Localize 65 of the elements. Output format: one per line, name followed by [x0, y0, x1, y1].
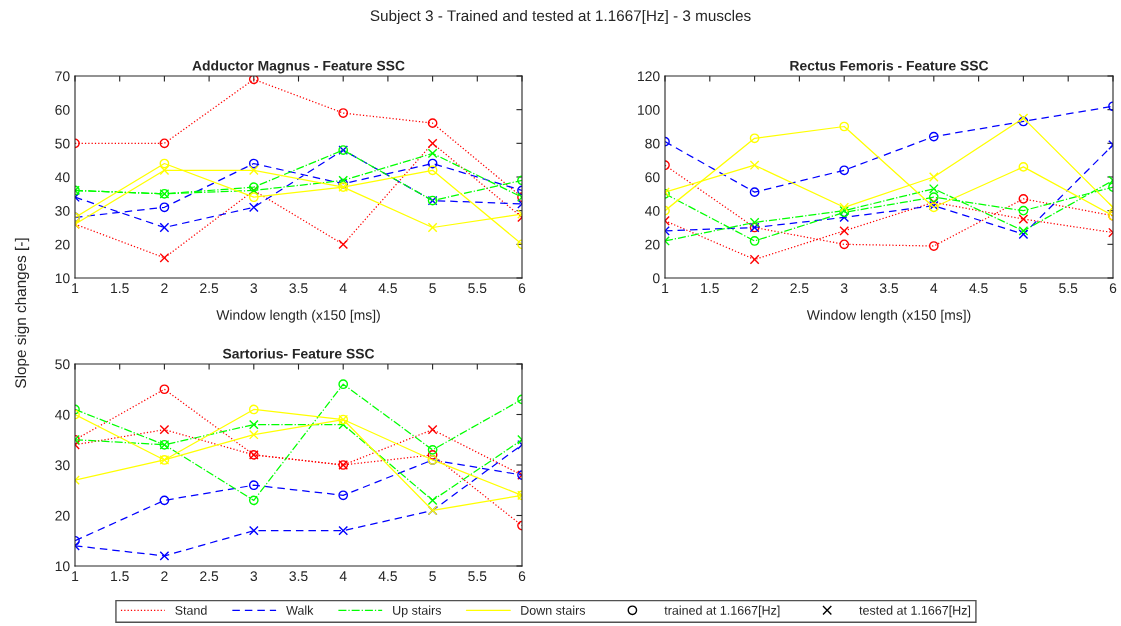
x-tick-label: 3	[250, 283, 258, 294]
y-tick-label: 20	[55, 510, 70, 521]
y-tick-label: 70	[55, 71, 70, 82]
y-tick-label: 30	[55, 460, 70, 471]
x-tick-label: 2	[161, 283, 168, 293]
y-tick-label: 10	[55, 561, 70, 572]
chart-title: Rectus Femoris - Feature SSC	[790, 60, 989, 71]
x-tick-label: 4	[339, 571, 347, 581]
x-tick-label: 5	[429, 283, 436, 294]
y-tick-label: 50	[55, 138, 70, 149]
x-axis-title: Window length (x150 [ms])	[216, 309, 380, 323]
y-tick-label: 60	[645, 172, 660, 183]
x-tick-label: 2.5	[200, 283, 219, 294]
y-tick-label: 80	[645, 138, 660, 149]
y-tick-label: 120	[638, 71, 660, 82]
x-axis-title: Window length (x150 [ms])	[806, 309, 971, 323]
legend-label: Down stairs	[521, 605, 586, 615]
x-tick-label: 5.5	[468, 283, 487, 294]
x-tick-label: 1.5	[111, 283, 129, 294]
x-tick-label: 4.5	[969, 283, 988, 294]
y-tick-label: 20	[55, 239, 70, 250]
legend-label: tested at 1.1667[Hz]	[859, 605, 971, 618]
x-tick-label: 1.5	[701, 283, 719, 294]
x-tick-label: 5.5	[468, 571, 487, 582]
x-tick-label: 3	[840, 283, 848, 294]
y-tick-label: 50	[55, 359, 70, 370]
x-tick-label: 2	[161, 571, 168, 581]
x-tick-label: 1	[662, 283, 669, 293]
y-axis-title: Slope sign changes [-]	[14, 238, 30, 388]
text: Subject 3 - Trained and tested at 1.1667[Hz] - 3 muscles	[370, 9, 751, 25]
y-tick-label: 40	[55, 409, 70, 420]
y-tick-label: 10	[55, 273, 70, 284]
y-tick-label: 40	[645, 206, 660, 216]
y-tick-label: 20	[645, 239, 660, 250]
x-tick-label: 1	[72, 283, 79, 293]
y-tick-label: 40	[55, 172, 70, 183]
x-tick-label: 3	[250, 571, 258, 582]
x-tick-label: 5.5	[1059, 283, 1078, 294]
x-tick-label: 4.5	[378, 283, 397, 294]
y-tick-label: 100	[638, 105, 660, 115]
x-tick-label: 6	[518, 571, 526, 582]
y-tick-label: 60	[55, 105, 70, 115]
x-tick-label: 6	[1109, 283, 1117, 294]
x-tick-label: 4	[339, 283, 347, 293]
x-tick-label: 2	[751, 283, 758, 293]
x-tick-label: 6	[518, 283, 526, 294]
y-tick-label: 0	[652, 273, 660, 284]
x-tick-label: 1.5	[111, 571, 129, 582]
x-tick-label: 3.5	[289, 571, 308, 582]
x-tick-label: 5	[1020, 283, 1027, 294]
x-tick-label: 4	[930, 283, 938, 293]
chart-title: Sartorius- Feature SSC	[222, 348, 375, 359]
x-tick-label: 5	[429, 571, 436, 582]
y-tick-label: 30	[55, 206, 70, 216]
x-tick-label: 2.5	[790, 283, 809, 294]
x-tick-label: 1	[72, 571, 79, 581]
x-tick-label: 2.5	[200, 571, 219, 582]
legend-label: Walk	[286, 605, 314, 615]
x-tick-label: 3.5	[289, 283, 308, 294]
legend-label: trained at 1.1667[Hz]	[664, 605, 780, 618]
x-tick-label: 3.5	[879, 283, 899, 294]
x-tick-label: 4.5	[378, 571, 397, 582]
legend-label: Up stairs	[393, 605, 442, 618]
chart-title: Adductor Magnus - Feature SSC	[192, 60, 405, 74]
legend-label: Stand	[175, 605, 207, 615]
